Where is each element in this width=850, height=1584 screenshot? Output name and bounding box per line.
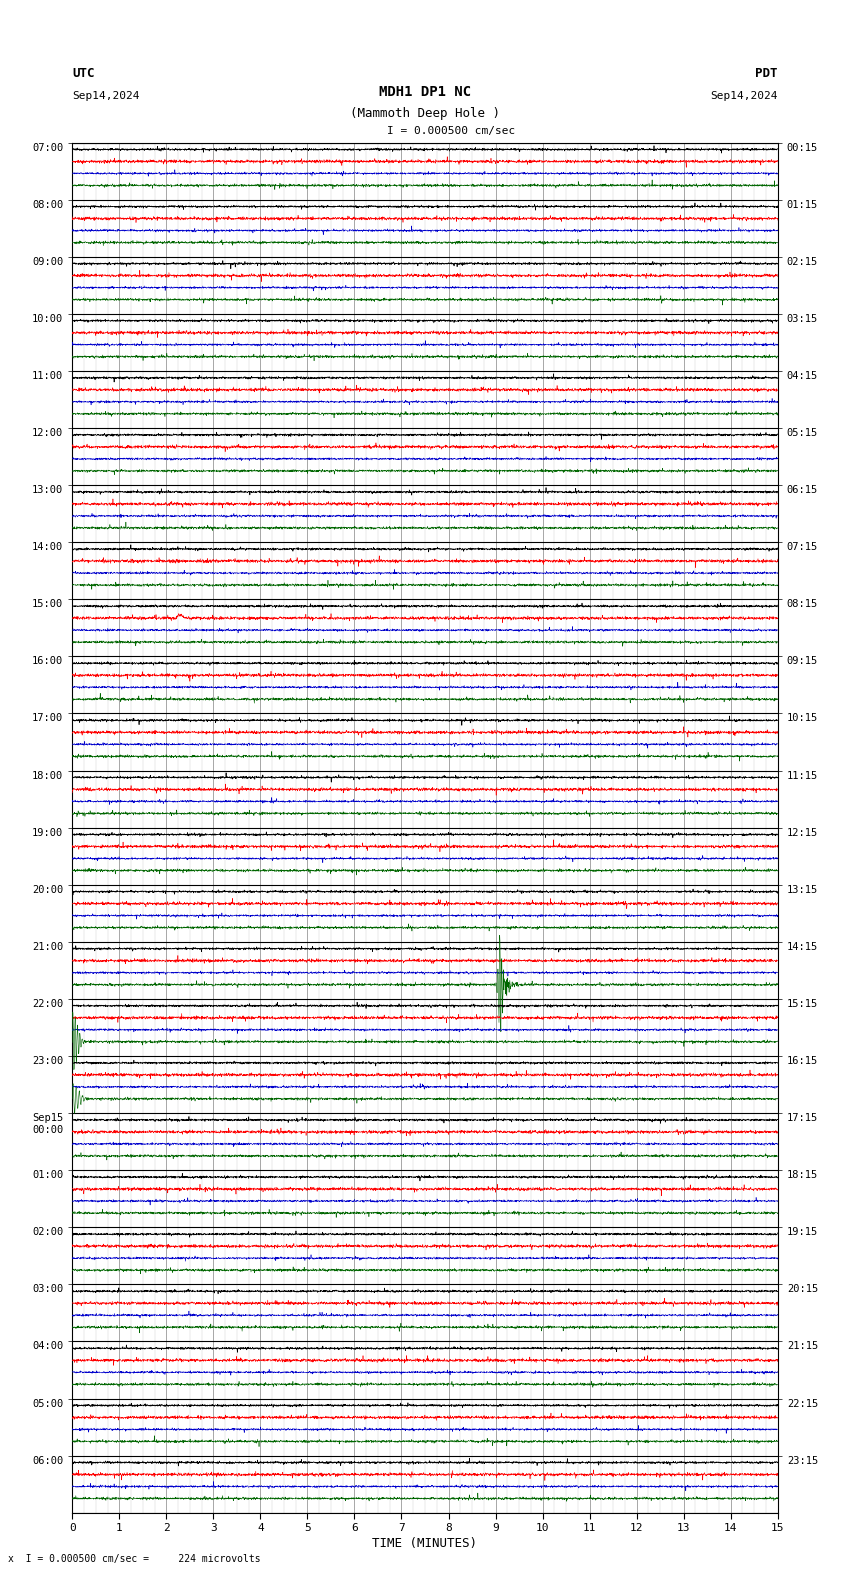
Text: x  I = 0.000500 cm/sec =     224 microvolts: x I = 0.000500 cm/sec = 224 microvolts xyxy=(8,1554,261,1563)
Text: I = 0.000500 cm/sec: I = 0.000500 cm/sec xyxy=(387,127,515,136)
Text: Sep14,2024: Sep14,2024 xyxy=(72,92,139,101)
Text: (Mammoth Deep Hole ): (Mammoth Deep Hole ) xyxy=(350,106,500,120)
Text: UTC: UTC xyxy=(72,67,94,79)
Text: PDT: PDT xyxy=(756,67,778,79)
X-axis label: TIME (MINUTES): TIME (MINUTES) xyxy=(372,1538,478,1551)
Text: Sep14,2024: Sep14,2024 xyxy=(711,92,778,101)
Text: MDH1 DP1 NC: MDH1 DP1 NC xyxy=(379,86,471,98)
